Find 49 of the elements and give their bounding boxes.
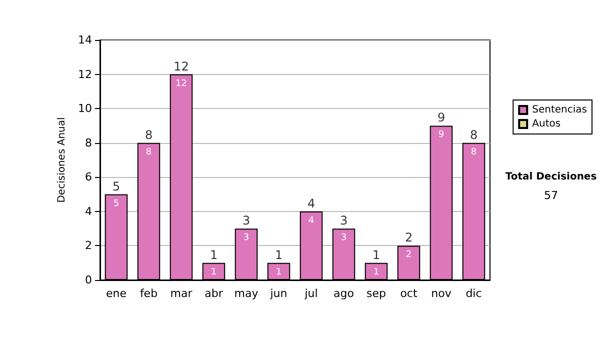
x-tick-label: dic bbox=[466, 287, 482, 300]
data-label: 2 bbox=[406, 250, 412, 260]
data-label: 8 bbox=[470, 147, 477, 158]
total-label: 5 bbox=[112, 179, 120, 194]
x-tick-label: jun bbox=[269, 287, 288, 300]
y-tick-label: 6 bbox=[85, 170, 92, 184]
x-tick-label: feb bbox=[140, 287, 158, 300]
data-label: 9 bbox=[438, 130, 444, 140]
data-label: 1 bbox=[373, 267, 380, 278]
x-tick-label: abr bbox=[204, 287, 224, 300]
total-label: 2 bbox=[404, 230, 413, 245]
total-label: 3 bbox=[340, 214, 348, 228]
x-tick-label: may bbox=[234, 287, 259, 300]
data-label: 3 bbox=[243, 233, 250, 244]
legend-label: Autos bbox=[532, 118, 561, 130]
total-label: 8 bbox=[144, 128, 153, 142]
data-label: 5 bbox=[113, 198, 120, 209]
x-tick-label: nov bbox=[431, 287, 452, 300]
x-tick-label: ene bbox=[106, 287, 127, 300]
y-tick-label: 12 bbox=[78, 68, 92, 81]
total-label: 1 bbox=[372, 248, 380, 262]
y-tick-label: 14 bbox=[78, 34, 92, 46]
y-axis-title: Decisiones Anual bbox=[56, 117, 68, 203]
data-label: 8 bbox=[146, 147, 152, 158]
total-label: 3 bbox=[242, 214, 250, 228]
data-label: 4 bbox=[308, 216, 314, 226]
total-label: 8 bbox=[470, 128, 478, 142]
text: Total Decisiones bbox=[505, 172, 597, 182]
data-label: 3 bbox=[340, 233, 347, 244]
legend-label: Sentencias bbox=[532, 104, 588, 116]
y-tick-label: 0 bbox=[85, 274, 92, 286]
total-label: 9 bbox=[437, 110, 446, 125]
y-tick-label: 10 bbox=[78, 102, 92, 116]
x-tick-label: sep bbox=[366, 287, 386, 300]
data-label: 1 bbox=[210, 267, 217, 278]
x-tick-label: ago bbox=[334, 287, 354, 300]
total-label: 1 bbox=[274, 248, 283, 262]
x-tick-label: mar bbox=[170, 287, 193, 300]
y-tick-label: 2 bbox=[85, 239, 92, 252]
x-tick-label: jul bbox=[304, 287, 318, 300]
x-tick-label: oct bbox=[400, 287, 418, 300]
data-label: 12 bbox=[176, 78, 187, 89]
text: 57 bbox=[544, 189, 558, 202]
total-label: 12 bbox=[174, 59, 189, 74]
total-label: 1 bbox=[210, 248, 218, 262]
y-tick-label: 8 bbox=[85, 136, 92, 150]
total-label: 4 bbox=[307, 196, 316, 210]
y-tick-label: 4 bbox=[85, 204, 92, 218]
data-label: 1 bbox=[276, 267, 282, 278]
